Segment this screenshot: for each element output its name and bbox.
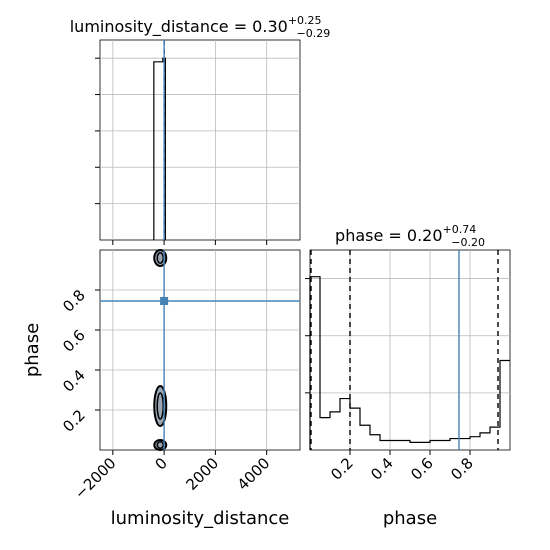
panel-phase-vs-distance: −2000 0 2000 4000 0.2 0.4 0.6 0.8 luminosity_d…	[22, 249, 301, 529]
contour-inner	[156, 252, 165, 264]
x-tick-label: 0.4	[367, 454, 397, 484]
quantile-lines	[310, 250, 499, 450]
x-tick-label: 4000	[234, 454, 274, 494]
title-sup: +0.25	[288, 14, 322, 27]
contour-inner	[156, 392, 165, 420]
title-main: luminosity_distance = 0.30	[70, 17, 288, 37]
histogram-step	[153, 57, 166, 240]
x-tick-label: 0.6	[407, 454, 437, 484]
title-main: phase = 0.20	[335, 226, 442, 245]
title-sup: +0.74	[443, 223, 477, 236]
x-axis-label: luminosity_distance	[111, 508, 290, 529]
x-tick-label: 0.8	[447, 454, 477, 484]
contour-inner	[156, 441, 165, 449]
panel-title: luminosity_distance = 0.30+0.25 −0.29	[70, 14, 331, 40]
x-ticks: 0.2 0.4 0.6 0.8	[327, 450, 477, 484]
y-ticks: 0.2 0.4 0.6 0.8	[59, 286, 100, 436]
histogram-step	[309, 276, 510, 450]
contour-outer	[153, 249, 168, 267]
panel-phase-hist: 0.2 0.4 0.6 0.8 phase phase = 0.20+0.74 −0.2…	[305, 223, 511, 529]
y-axis-label: phase	[22, 323, 43, 377]
title-sub: −0.20	[451, 236, 485, 249]
y-ticks	[305, 278, 310, 394]
x-tick-label: 2000	[182, 454, 222, 494]
x-axis-label: phase	[383, 508, 437, 529]
x-ticks: −2000 0 2000 4000	[71, 450, 273, 503]
panel-frame	[99, 249, 301, 451]
panel-luminosity-distance-hist: luminosity_distance = 0.30+0.25 −0.29	[70, 14, 331, 245]
panel-title: phase = 0.20+0.74 −0.20	[335, 223, 485, 249]
truth-marker	[160, 297, 169, 305]
title-sub: −0.29	[297, 27, 331, 40]
y-tick-label: 0.4	[59, 366, 89, 396]
x-ticks	[112, 240, 268, 245]
y-tick-label: 0.6	[59, 326, 89, 356]
contour-outer	[153, 385, 168, 427]
panel-frame	[99, 39, 301, 241]
y-ticks	[95, 57, 100, 205]
x-tick-label: −2000	[71, 454, 120, 503]
y-tick-label: 0.8	[59, 286, 89, 316]
y-tick-label: 0.2	[59, 406, 89, 436]
x-tick-label: 0.2	[327, 454, 357, 484]
x-tick-label: 0	[151, 454, 170, 473]
contours	[153, 249, 168, 451]
panel-frame	[309, 249, 511, 451]
